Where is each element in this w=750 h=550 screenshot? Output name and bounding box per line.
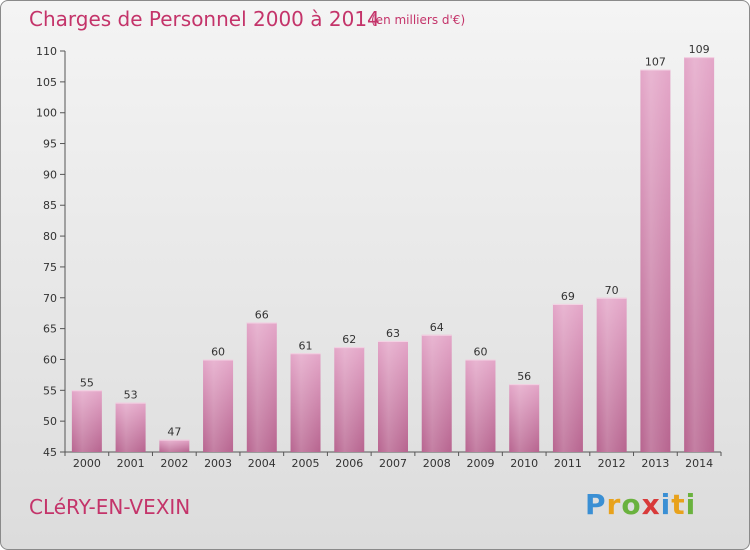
x-tick-label: 2006	[335, 457, 363, 470]
bar-highlight	[203, 359, 234, 452]
x-tick-label: 2000	[73, 457, 101, 470]
x-tick-label: 2011	[554, 457, 582, 470]
bar-highlight	[71, 390, 102, 452]
y-tick-label: 70	[43, 292, 57, 305]
y-tick-label: 95	[43, 138, 57, 151]
data-label: 55	[80, 376, 94, 389]
data-label: 70	[605, 284, 619, 297]
y-tick-label: 105	[36, 76, 57, 89]
data-label: 63	[386, 327, 400, 340]
bar-highlight	[421, 334, 452, 452]
bar-highlight	[334, 347, 365, 452]
logo-letter: o	[621, 488, 642, 521]
x-tick-label: 2007	[379, 457, 407, 470]
logo-letter: t	[671, 488, 686, 521]
bar-highlight	[159, 439, 190, 452]
commune-name: CLéRY-EN-VEXIN	[29, 495, 191, 519]
chart-subtitle: (en milliers d'€)	[371, 13, 466, 27]
bar-highlight	[290, 353, 321, 452]
data-label: 47	[167, 426, 181, 439]
bar-highlight	[640, 69, 671, 452]
bar-highlight	[552, 303, 583, 452]
logo-letter: P	[585, 488, 607, 521]
bar-highlight	[596, 297, 627, 452]
y-tick-label: 100	[36, 107, 57, 120]
data-label: 60	[473, 345, 487, 358]
logo-letter: r	[606, 488, 622, 521]
x-tick-label: 2013	[641, 457, 669, 470]
x-tick-label: 2001	[117, 457, 145, 470]
x-tick-label: 2004	[248, 457, 276, 470]
data-label: 107	[645, 56, 666, 69]
data-label: 109	[689, 43, 710, 56]
bar-highlight	[378, 340, 408, 452]
data-label: 62	[342, 333, 356, 346]
x-tick-label: 2002	[160, 457, 188, 470]
proxiti-logo: Proxiti	[585, 488, 696, 521]
x-tick-label: 2005	[292, 457, 320, 470]
y-tick-label: 50	[43, 415, 57, 428]
y-tick-label: 65	[43, 323, 57, 336]
y-tick-label: 55	[43, 384, 57, 397]
y-tick-label: 110	[36, 45, 57, 58]
x-tick-label: 2003	[204, 457, 232, 470]
x-tick-label: 2009	[466, 457, 494, 470]
x-tick-label: 2008	[423, 457, 451, 470]
chart-title: Charges de Personnel 2000 à 2014	[29, 7, 380, 31]
data-label: 53	[124, 389, 138, 402]
y-tick-label: 80	[43, 230, 57, 243]
x-tick-label: 2014	[685, 457, 713, 470]
y-tick-label: 75	[43, 261, 57, 274]
y-tick-label: 90	[43, 168, 57, 181]
data-label: 60	[211, 345, 225, 358]
data-label: 64	[430, 321, 444, 334]
bar-highlight	[115, 402, 146, 452]
logo-letter: i	[660, 488, 672, 521]
bar-highlight	[509, 384, 540, 452]
y-tick-label: 60	[43, 353, 57, 366]
x-tick-label: 2010	[510, 457, 538, 470]
data-label: 66	[255, 308, 269, 321]
bar-highlight	[465, 359, 496, 452]
logo-letter: x	[641, 488, 661, 521]
bar-highlight	[246, 322, 277, 452]
logo-letter: i	[685, 488, 697, 521]
bar-highlight	[684, 57, 715, 453]
y-tick-label: 45	[43, 446, 57, 459]
y-tick-label: 85	[43, 199, 57, 212]
data-label: 61	[299, 339, 313, 352]
x-tick-label: 2012	[598, 457, 626, 470]
data-label: 69	[561, 290, 575, 303]
data-label: 56	[517, 370, 531, 383]
